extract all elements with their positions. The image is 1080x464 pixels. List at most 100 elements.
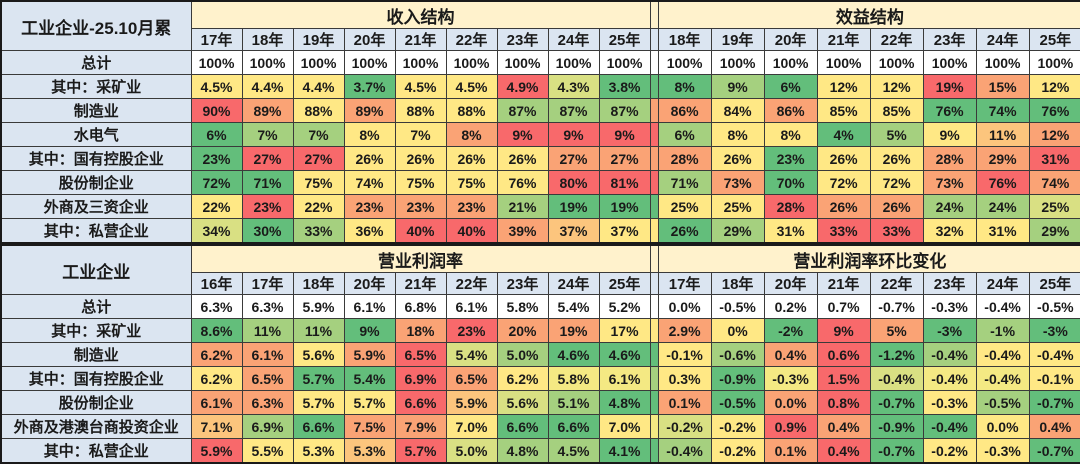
value-cell: -0.7% (869, 390, 924, 415)
value-cell: 24% (922, 194, 977, 219)
row-label: 总计 (0, 50, 192, 75)
table-row: 外商及港澳台商投资企业 7.1% 6.9% 6.6% 7.5% 7.9% 7.0% 6.6% 6… (0, 414, 1080, 439)
value-cell: -0.4% (922, 342, 977, 367)
value-cell: 4.9% (496, 74, 549, 99)
table-row: 其中：私营企业 34% 30% 33% 36% 40% 40% 39% 37% 37% 26% 29%… (0, 218, 1080, 244)
value-cell: 5% (869, 122, 924, 147)
value-cell: 29% (710, 218, 765, 244)
table-banner: 营业利润率环比变化 (657, 244, 1080, 273)
value-cell: 28% (763, 194, 818, 219)
value-cell: 4.8% (496, 438, 549, 464)
value-cell: 26% (394, 146, 447, 171)
value-cell: 37% (598, 218, 651, 244)
year-header: 20年 (763, 272, 818, 295)
value-cell: 6.6% (292, 414, 345, 439)
value-cell: -0.1% (1028, 366, 1080, 391)
value-cell: 76% (922, 98, 977, 123)
value-cell: 40% (445, 218, 498, 244)
value-cell: 5.3% (292, 438, 345, 464)
value-cell: 5.7% (292, 366, 345, 391)
value-cell: 5.9% (292, 294, 345, 319)
divider-strip (649, 244, 659, 273)
value-cell: 7% (241, 122, 294, 147)
value-cell: 100% (445, 50, 498, 75)
divider-strip (649, 74, 659, 99)
value-cell: 6.8% (394, 294, 447, 319)
value-cell: 27% (241, 146, 294, 171)
value-cell: 6.6% (496, 414, 549, 439)
value-cell: 73% (710, 170, 765, 195)
value-cell: 0.9% (763, 414, 818, 439)
value-cell: 5.7% (343, 390, 396, 415)
table-row: 制造业 6.2% 6.1% 5.6% 5.9% 6.5% 5.4% 5.0% 4.6% 4.6% -… (0, 342, 1080, 367)
value-cell: 17% (598, 318, 651, 343)
value-cell: 25% (657, 194, 712, 219)
value-cell: 100% (816, 50, 871, 75)
year-header: 22年 (445, 28, 498, 51)
value-cell: -0.7% (869, 294, 924, 319)
value-cell: 19% (922, 74, 977, 99)
value-cell: 100% (496, 50, 549, 75)
year-header: 17年 (241, 272, 294, 295)
value-cell: 27% (292, 146, 345, 171)
value-cell: 39% (496, 218, 549, 244)
value-cell: 6.6% (547, 414, 600, 439)
value-cell: 88% (292, 98, 345, 123)
value-cell: 8% (343, 122, 396, 147)
value-cell: 100% (763, 50, 818, 75)
value-cell: 12% (869, 74, 924, 99)
value-cell: 81% (598, 170, 651, 195)
row-label: 其中：私营企业 (0, 218, 192, 244)
value-cell: 6.1% (343, 294, 396, 319)
divider-strip (649, 146, 659, 171)
divider-strip (649, 218, 659, 244)
value-cell: 0.6% (816, 342, 871, 367)
value-cell: 6% (763, 74, 818, 99)
table-row: 水电气 6% 7% 7% 8% 7% 8% 9% 9% 9% 6% 8% 8% 4% 5% 9% 11% 12% (0, 122, 1080, 147)
value-cell: 26% (445, 146, 498, 171)
value-cell: -0.7% (1028, 438, 1080, 464)
value-cell: 4.6% (598, 342, 651, 367)
value-cell: -1.2% (869, 342, 924, 367)
value-cell: -0.6% (710, 342, 765, 367)
value-cell: 6.6% (394, 390, 447, 415)
divider-strip (649, 98, 659, 123)
value-cell: 100% (190, 50, 243, 75)
value-cell: 76% (496, 170, 549, 195)
value-cell: 5.4% (547, 294, 600, 319)
value-cell: 75% (445, 170, 498, 195)
value-cell: 76% (975, 170, 1030, 195)
year-header: 23年 (496, 272, 549, 295)
value-cell: 12% (1028, 74, 1080, 99)
value-cell: 8% (710, 122, 765, 147)
row-label: 外商及港澳台商投资企业 (0, 414, 192, 439)
year-header: 21年 (394, 272, 447, 295)
value-cell: 3.8% (598, 74, 651, 99)
value-cell: 6.1% (598, 366, 651, 391)
value-cell: 27% (598, 146, 651, 171)
value-cell: 24% (975, 194, 1030, 219)
year-header: 22年 (869, 28, 924, 51)
value-cell: 6% (657, 122, 712, 147)
value-cell: -0.5% (975, 390, 1030, 415)
year-header: 23年 (922, 28, 977, 51)
row-label: 制造业 (0, 342, 192, 367)
year-header: 18年 (710, 272, 765, 295)
divider-strip (649, 194, 659, 219)
value-cell: 100% (869, 50, 924, 75)
value-cell: 5.9% (445, 390, 498, 415)
table-banner: 收入结构 (190, 0, 651, 29)
value-cell: 28% (922, 146, 977, 171)
value-cell: 100% (975, 50, 1030, 75)
row-label: 外商及三资企业 (0, 194, 192, 219)
value-cell: -0.2% (710, 438, 765, 464)
year-header: 25年 (598, 28, 651, 51)
value-cell: 86% (657, 98, 712, 123)
year-header: 23年 (496, 28, 549, 51)
value-cell: 29% (1028, 218, 1080, 244)
value-cell: 7.5% (343, 414, 396, 439)
value-cell: 5.6% (292, 342, 345, 367)
divider-strip (649, 342, 659, 367)
value-cell: 7% (394, 122, 447, 147)
table-banner: 营业利润率 (190, 244, 651, 273)
